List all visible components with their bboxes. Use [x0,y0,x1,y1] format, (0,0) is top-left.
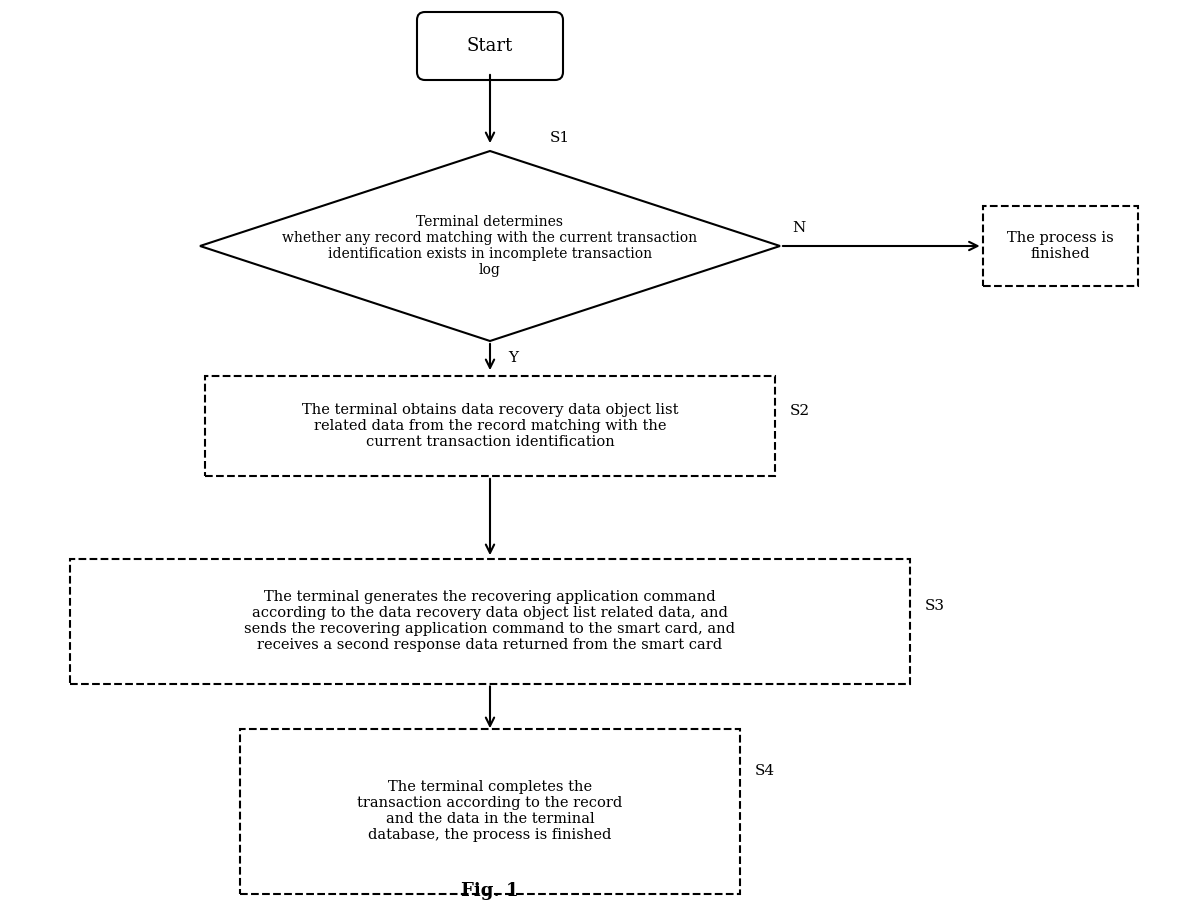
Polygon shape [200,151,779,341]
Text: Y: Y [508,351,518,365]
Text: Fig. 1: Fig. 1 [462,882,519,900]
Text: The terminal generates the recovering application command
according to the data : The terminal generates the recovering ap… [244,590,735,652]
Text: S4: S4 [754,764,775,778]
Text: S1: S1 [550,131,570,145]
Text: S2: S2 [790,404,810,418]
FancyBboxPatch shape [416,12,563,80]
Text: S3: S3 [925,599,945,613]
Text: N: N [793,221,806,235]
Text: Start: Start [466,37,513,55]
Text: The process is
finished: The process is finished [1007,231,1114,261]
Bar [70,559,910,683]
Bar [983,206,1138,286]
Bar [240,728,740,893]
Bar [205,376,775,476]
Text: The terminal obtains data recovery data object list
related data from the record: The terminal obtains data recovery data … [302,403,678,449]
Text: Terminal determines
whether any record matching with the current transaction
ide: Terminal determines whether any record m… [282,214,697,278]
Text: The terminal completes the
transaction according to the record
and the data in t: The terminal completes the transaction a… [357,780,622,843]
